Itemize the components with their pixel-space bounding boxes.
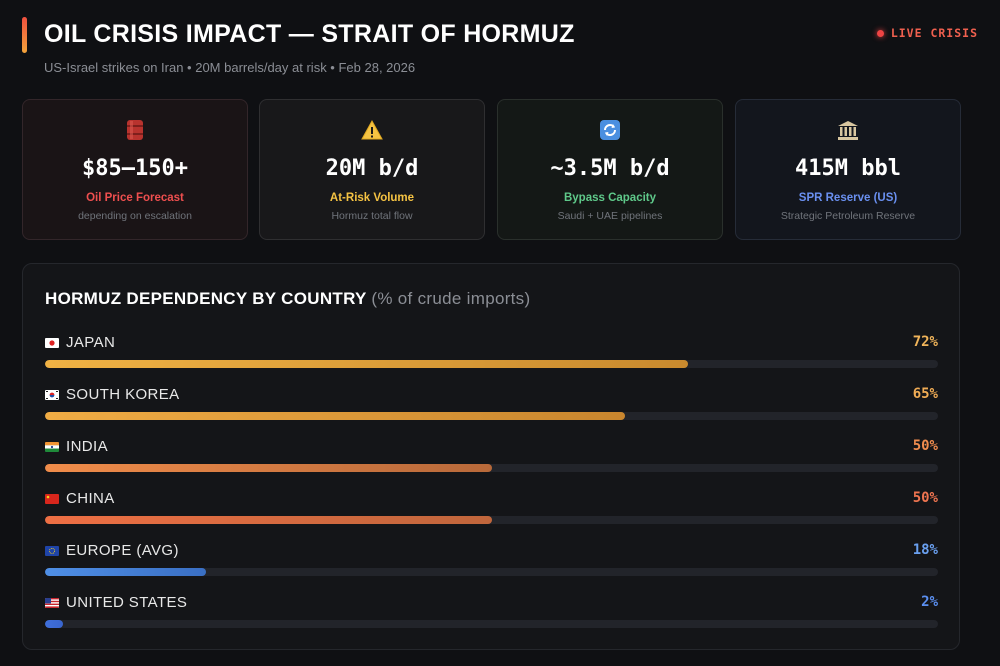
bypass-capacity-value: ~3.5M b/d bbox=[550, 156, 670, 181]
eu-flag-icon bbox=[45, 545, 59, 556]
page-subtitle: US-Israel strikes on Iran • 20M barrels/… bbox=[44, 60, 416, 75]
dependency-row-india: INDIA 50% bbox=[45, 438, 938, 478]
row-label-china: CHINA bbox=[45, 490, 115, 507]
title-accent-bar bbox=[22, 17, 27, 53]
row-label-japan: JAPAN bbox=[45, 334, 115, 351]
page-title: OIL CRISIS IMPACT — STRAIT OF HORMUZ bbox=[44, 20, 575, 48]
india-flag-icon bbox=[45, 441, 59, 452]
dependency-row-europe: EUROPE (AVG) 18% bbox=[45, 542, 938, 582]
dependency-title-note: (% of crude imports) bbox=[371, 289, 531, 308]
us-flag-icon bbox=[45, 597, 59, 608]
bar-track bbox=[45, 412, 938, 420]
country-name: CHINA bbox=[66, 490, 115, 507]
country-name: EUROPE (AVG) bbox=[66, 542, 179, 559]
dependency-panel: HORMUZ DEPENDENCY BY COUNTRY (% of crude… bbox=[22, 263, 960, 650]
at-risk-volume-sub: Hormuz total flow bbox=[331, 210, 413, 222]
dependency-row-south-korea: SOUTH KOREA 65% bbox=[45, 386, 938, 426]
country-percent: 50% bbox=[912, 438, 938, 454]
bank-icon bbox=[736, 118, 960, 142]
south-korea-flag-icon bbox=[45, 389, 59, 400]
country-percent: 72% bbox=[912, 334, 938, 350]
row-label-europe: EUROPE (AVG) bbox=[45, 542, 179, 559]
dependency-row-japan: JAPAN 72% bbox=[45, 334, 938, 374]
dependency-title: HORMUZ DEPENDENCY BY COUNTRY (% of crude… bbox=[45, 289, 530, 309]
live-crisis-label: LIVE CRISIS bbox=[890, 26, 978, 40]
spr-reserve-sub: Strategic Petroleum Reserve bbox=[780, 210, 916, 222]
bypass-capacity-sub: Saudi + UAE pipelines bbox=[557, 210, 663, 222]
japan-flag-icon bbox=[45, 337, 59, 348]
bar-fill bbox=[45, 412, 626, 420]
country-name: UNITED STATES bbox=[66, 594, 188, 611]
bar-track bbox=[45, 620, 938, 628]
live-dot-icon bbox=[876, 29, 884, 37]
bar-track bbox=[45, 360, 938, 368]
bar-fill bbox=[45, 516, 492, 524]
bypass-capacity-label: Bypass Capacity bbox=[563, 192, 657, 204]
kpi-card-oil-price: $85–150+ Oil Price Forecast depending on… bbox=[22, 99, 248, 240]
at-risk-volume-value: 20M b/d bbox=[325, 156, 419, 181]
country-name: JAPAN bbox=[66, 334, 116, 351]
dependency-row-united-states: UNITED STATES 2% bbox=[45, 594, 938, 634]
dependency-row-china: CHINA 50% bbox=[45, 490, 938, 530]
row-label-india: INDIA bbox=[45, 438, 108, 455]
bar-fill bbox=[45, 568, 206, 576]
live-crisis-badge: LIVE CRISIS bbox=[876, 26, 978, 40]
dependency-title-main: HORMUZ DEPENDENCY BY COUNTRY bbox=[45, 289, 367, 308]
bar-track bbox=[45, 464, 938, 472]
country-name: INDIA bbox=[66, 438, 109, 455]
kpi-card-spr-reserve: 415M bbl SPR Reserve (US) Strategic Petr… bbox=[735, 99, 961, 240]
header: OIL CRISIS IMPACT — STRAIT OF HORMUZ US-… bbox=[22, 14, 978, 84]
bar-fill bbox=[45, 620, 63, 628]
row-label-united-states: UNITED STATES bbox=[45, 594, 187, 611]
country-percent: 2% bbox=[921, 594, 938, 610]
china-flag-icon bbox=[45, 493, 59, 504]
refresh-icon bbox=[498, 118, 722, 142]
kpi-card-at-risk-volume: 20M b/d At-Risk Volume Hormuz total flow bbox=[259, 99, 485, 240]
bar-fill bbox=[45, 360, 688, 368]
oil-price-label: Oil Price Forecast bbox=[86, 192, 184, 204]
spr-reserve-value: 415M bbl bbox=[795, 156, 901, 181]
warning-icon bbox=[260, 118, 484, 142]
row-label-south-korea: SOUTH KOREA bbox=[45, 386, 180, 403]
kpi-card-bypass-capacity: ~3.5M b/d Bypass Capacity Saudi + UAE pi… bbox=[497, 99, 723, 240]
at-risk-volume-label: At-Risk Volume bbox=[329, 192, 415, 204]
oil-price-sub: depending on escalation bbox=[78, 210, 192, 222]
spr-reserve-label: SPR Reserve (US) bbox=[798, 192, 898, 204]
country-percent: 50% bbox=[912, 490, 938, 506]
country-name: SOUTH KOREA bbox=[66, 386, 180, 403]
oil-price-value: $85–150+ bbox=[82, 156, 188, 181]
bar-fill bbox=[45, 464, 492, 472]
oil-barrel-icon bbox=[23, 118, 247, 142]
bar-track bbox=[45, 568, 938, 576]
country-percent: 18% bbox=[912, 542, 938, 558]
country-percent: 65% bbox=[912, 386, 938, 402]
bar-track bbox=[45, 516, 938, 524]
